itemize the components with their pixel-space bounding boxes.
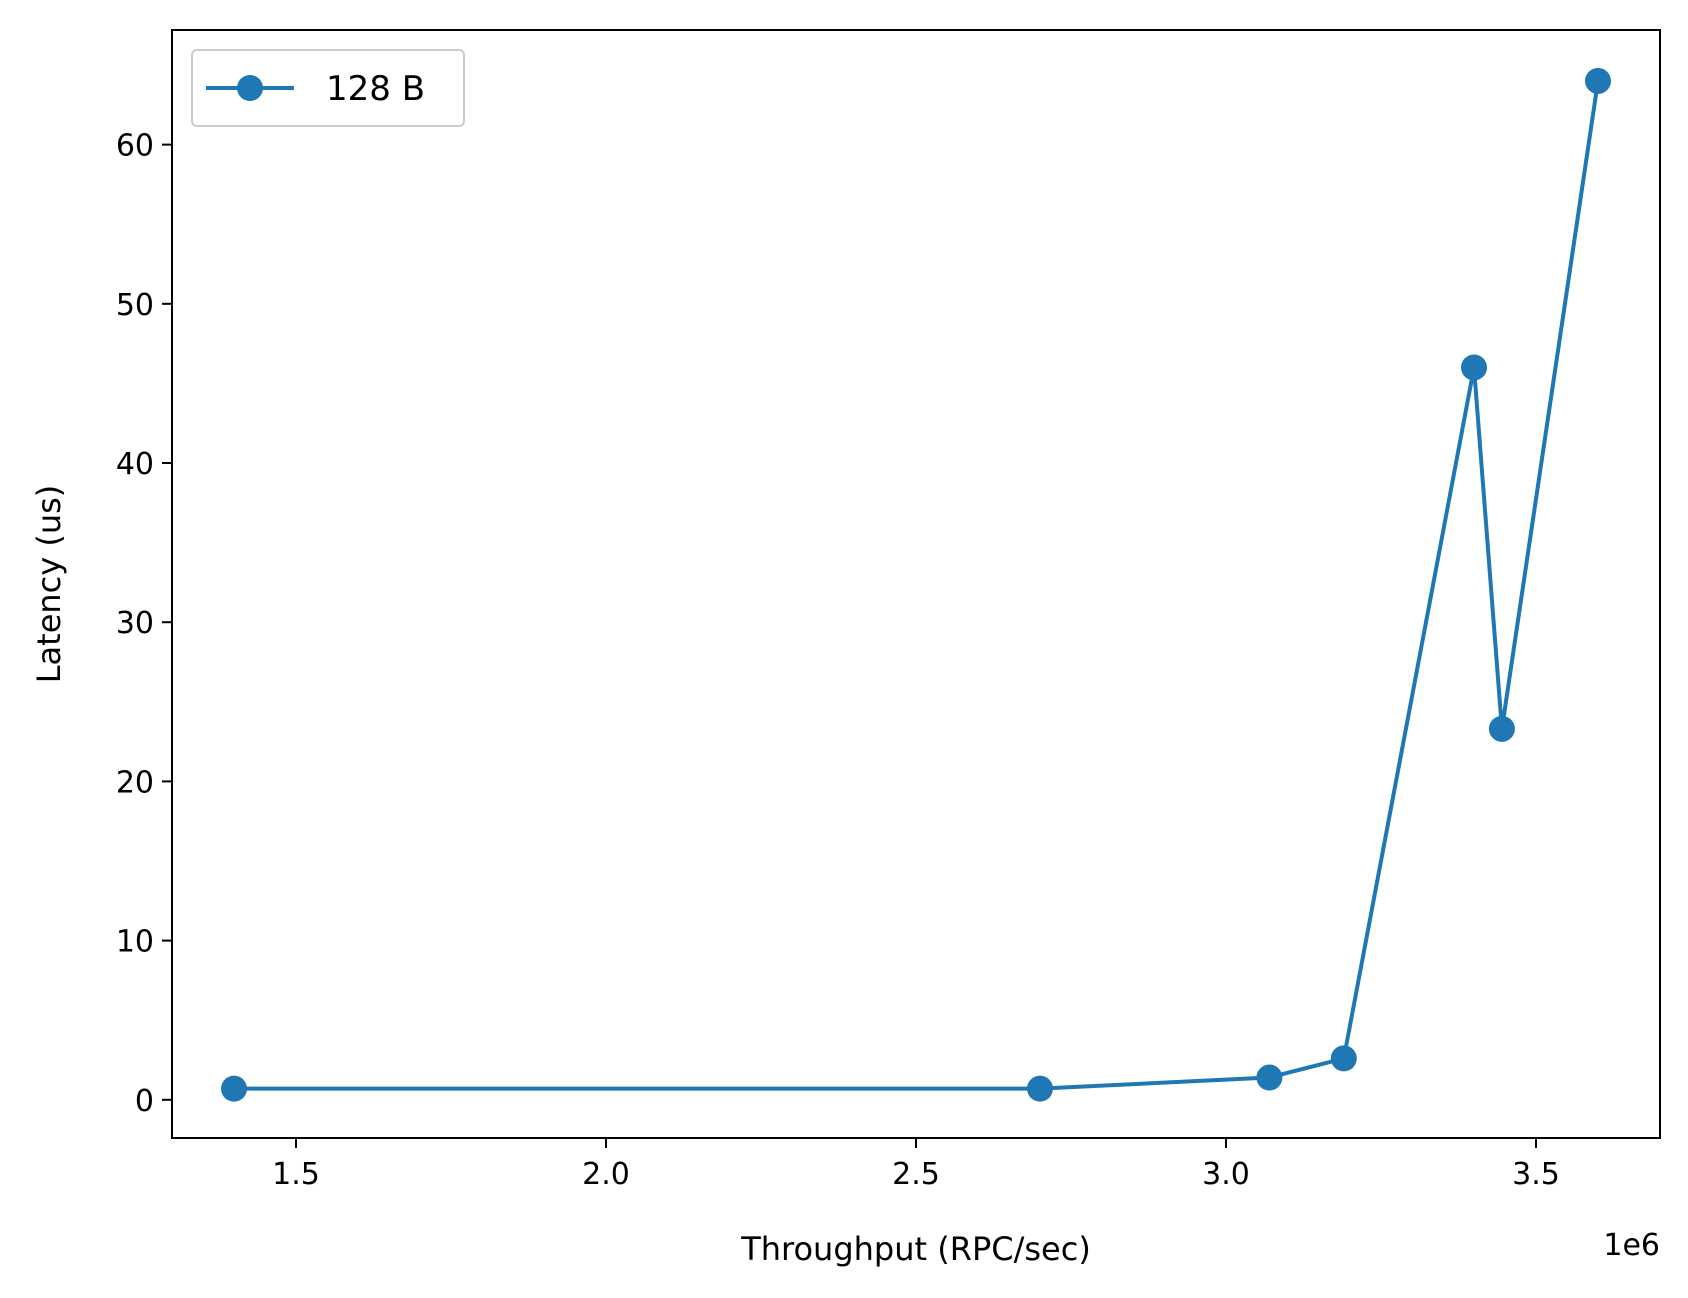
x-axis-ticks: 1.5 2.0 2.5 3.0 3.5 <box>272 1138 1560 1192</box>
legend-box <box>191 49 465 127</box>
x-tick-label: 1.5 <box>272 1157 320 1192</box>
x-tick-label: 3.0 <box>1202 1157 1250 1192</box>
y-axis-label: Latency (us) <box>30 485 68 684</box>
legend-marker-128b <box>237 75 263 101</box>
plot-frame <box>171 29 1661 1139</box>
x-tick-label: 3.5 <box>1512 1157 1560 1192</box>
y-tick-label: 0 <box>135 1084 154 1119</box>
series-layer <box>221 67 1611 1102</box>
data-point <box>1027 1075 1053 1102</box>
x-tick-label: 2.5 <box>892 1157 940 1192</box>
data-point <box>1585 67 1611 94</box>
y-tick-label: 10 <box>116 925 154 960</box>
legend-label-128b: 128 B <box>326 69 425 109</box>
y-tick-label: 50 <box>116 288 154 323</box>
y-tick-label: 40 <box>116 447 154 482</box>
data-point <box>1488 715 1515 742</box>
y-tick-label: 60 <box>116 129 154 164</box>
y-tick-label: 30 <box>116 606 154 641</box>
x-axis-label: Throughput (RPC/sec) <box>740 1230 1091 1268</box>
y-axis-ticks: 0 10 20 30 40 50 60 <box>116 129 172 1119</box>
legend: 128 B <box>191 49 465 127</box>
data-point <box>1461 354 1487 381</box>
x-axis-offset-text: 1e6 <box>1603 1228 1660 1263</box>
data-point <box>1256 1064 1283 1091</box>
data-point <box>1330 1045 1357 1072</box>
y-tick-label: 20 <box>116 765 154 800</box>
data-point <box>221 1075 247 1102</box>
x-tick-label: 2.0 <box>582 1157 630 1192</box>
